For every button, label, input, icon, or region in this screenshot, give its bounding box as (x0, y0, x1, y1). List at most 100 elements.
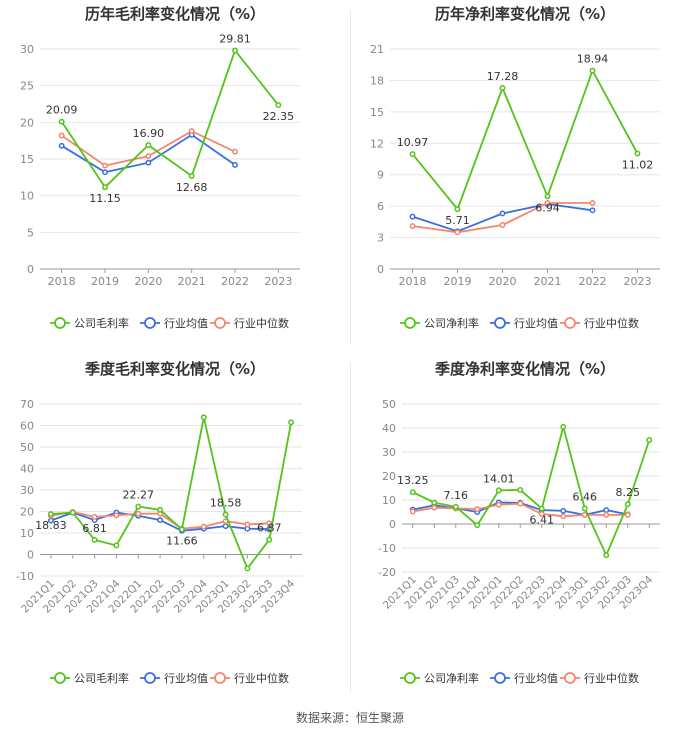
data-point-median (232, 148, 238, 155)
data-point-avg (157, 517, 164, 524)
chart-title: 历年净利率变化情况（%） (434, 5, 616, 23)
data-label: 29.81 (219, 32, 251, 45)
legend-swatch-marker (214, 317, 226, 329)
data-point-company (222, 511, 229, 518)
y-tick-label: 10 (20, 527, 34, 540)
chart-svg: 0 3 6 9 12 15 18 21 2018 2019 2020 2021 2022 2023 10.9… (370, 43, 660, 330)
data-point-company (581, 505, 588, 512)
data-point-avg (560, 507, 567, 514)
data-point-median (538, 510, 545, 517)
chart-title: 季度净利率变化情况（%） (434, 360, 616, 378)
data-label: 20.09 (46, 104, 78, 117)
legend-label: 行业中位数 (234, 316, 289, 330)
series-line-company (412, 423, 651, 558)
data-point-median (113, 512, 120, 519)
legend-label: 行业均值 (514, 672, 558, 685)
chart-panel-quarterly-gross: 季度毛利率变化情况（%） -10 0 10 20 30 40 50 60 70 2021Q1 202… (0, 355, 350, 700)
legend-swatch-marker (494, 672, 506, 684)
legend-label: 公司毛利率 (74, 316, 129, 330)
y-tick-label: 3 (377, 232, 384, 245)
data-point-company (232, 47, 238, 54)
data-point-median (409, 223, 416, 229)
data-point-median (135, 510, 142, 517)
data-point-avg (589, 207, 596, 214)
data-point-company (157, 506, 164, 513)
data-label: 22.27 (123, 489, 155, 502)
legend-swatch-marker (54, 317, 66, 329)
x-tick-label: 2019 (91, 275, 119, 288)
data-point-company (474, 522, 481, 529)
data-point-median (409, 508, 416, 515)
x-tick-label: 2020 (489, 275, 517, 288)
data-point-company (244, 565, 251, 572)
data-label: 5.71 (445, 214, 470, 227)
y-tick-label: 50 (20, 441, 34, 454)
y-tick-label: 30 (382, 446, 396, 459)
legend-label: 行业中位数 (584, 316, 639, 330)
y-tick-label: 40 (382, 422, 396, 435)
data-point-median (495, 501, 502, 508)
data-point-company (135, 503, 142, 510)
y-tick-label: 20 (20, 506, 34, 519)
data-point-company (517, 486, 524, 493)
data-label: 22.35 (263, 110, 295, 123)
data-point-avg (232, 161, 238, 168)
y-tick-label: 20 (382, 470, 396, 483)
legend-label: 行业均值 (164, 317, 208, 330)
data-label: 6.94 (535, 201, 560, 214)
data-label: 6.46 (573, 490, 598, 503)
data-point-median (589, 200, 596, 206)
data-point-company (538, 505, 545, 512)
data-label: 14.01 (483, 472, 515, 485)
data-point-median (560, 513, 567, 520)
data-label: 7.16 (444, 489, 469, 502)
y-tick-label: 30 (20, 484, 34, 497)
y-tick-label: 0 (377, 263, 384, 276)
data-label: 11.66 (166, 534, 198, 547)
vertical-divider (350, 10, 351, 345)
data-point-company (91, 536, 98, 543)
vertical-divider (350, 362, 351, 692)
legend-label: 行业均值 (164, 672, 208, 685)
x-tick-label: 2022 (221, 275, 249, 288)
data-point-company (200, 414, 207, 421)
legend-swatch-marker (404, 317, 416, 329)
data-point-company (58, 118, 65, 125)
chart-panel-annual-net: 历年净利率变化情况（%） 0 3 6 9 12 15 18 21 2018 2019 2020 202… (350, 0, 700, 355)
x-tick-label: 2022 (579, 275, 607, 288)
legend-swatch-marker (404, 672, 416, 684)
legend-swatch-marker (54, 672, 66, 684)
series-line-company (411, 68, 639, 211)
legend-label: 公司毛利率 (74, 671, 129, 685)
chart-panel-quarterly-net: 季度净利率变化情况（%） -20 -10 0 10 20 30 40 50 2021Q1 2021… (350, 355, 700, 700)
data-point-median (200, 523, 207, 530)
data-point-median (431, 504, 438, 511)
data-label: 16.90 (133, 127, 165, 140)
data-point-company (188, 173, 195, 179)
data-point-avg (145, 159, 152, 166)
data-label: 18.83 (35, 519, 67, 532)
y-tick-label: -10 (16, 570, 34, 583)
legend-swatch-marker (564, 672, 576, 684)
data-label: 10.97 (397, 136, 429, 149)
data-point-avg (409, 213, 416, 220)
data-label: 18.58 (210, 497, 242, 510)
chart-title: 季度毛利率变化情况（%） (84, 360, 266, 378)
data-label: 17.28 (487, 70, 519, 83)
y-tick-label: 0 (27, 549, 34, 562)
y-tick-label: 15 (20, 153, 34, 166)
data-label: 8.25 (616, 486, 641, 499)
chart-svg: -100102030405060702021Q12021Q22021Q32021… (16, 398, 302, 685)
data-point-company (275, 102, 282, 109)
data-point-median (188, 128, 195, 135)
y-tick-label: 0 (389, 518, 396, 531)
data-source-label: 数据来源：恒生聚源 (295, 711, 404, 725)
legend-swatch-marker (144, 317, 156, 329)
data-label: 6.81 (82, 522, 107, 535)
y-tick-label: 15 (370, 106, 384, 119)
y-tick-label: -10 (378, 542, 396, 555)
data-point-company (266, 536, 273, 543)
data-label: 6.41 (530, 514, 555, 527)
data-point-company (69, 509, 76, 516)
data-point-median (91, 513, 98, 520)
